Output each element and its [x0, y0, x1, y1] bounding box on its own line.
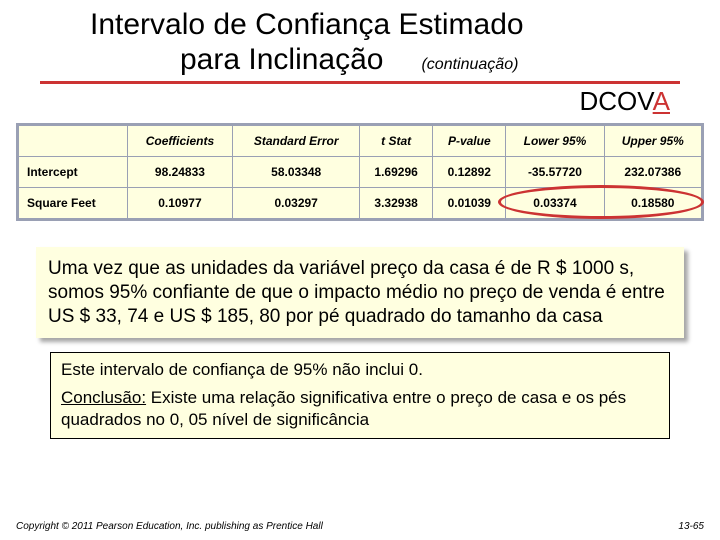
copyright-text: Copyright © 2011 Pearson Education, Inc.…	[16, 521, 323, 532]
separator-bar	[40, 81, 680, 84]
page-number: 13-65	[678, 521, 704, 532]
row-label: Intercept	[19, 157, 128, 188]
header-pvalue: P-value	[433, 126, 506, 157]
cell: 0.10977	[127, 188, 233, 219]
conclusion-box: Este intervalo de confiança de 95% não i…	[50, 352, 670, 438]
title-area: Intervalo de Confiança Estimado para Inc…	[0, 0, 720, 79]
cell: 232.07386	[604, 157, 701, 188]
cell: 0.01039	[433, 188, 506, 219]
table-header-row: Coefficients Standard Error t Stat P-val…	[19, 126, 702, 157]
table-row: Intercept 98.24833 58.03348 1.69296 0.12…	[19, 157, 702, 188]
stats-table-wrap: Coefficients Standard Error t Stat P-val…	[16, 123, 704, 221]
header-stderr: Standard Error	[233, 126, 360, 157]
cell: 3.32938	[360, 188, 433, 219]
conclusion-line-1: Este intervalo de confiança de 95% não i…	[61, 359, 659, 381]
dcova-suffix: A	[653, 86, 670, 116]
header-upper95: Upper 95%	[604, 126, 701, 157]
cell: 0.18580	[604, 188, 701, 219]
cell: 98.24833	[127, 157, 233, 188]
conclusion-text: Existe uma relação significativa entre o…	[61, 388, 626, 429]
conclusion-line-2: Conclusão: Existe uma relação significat…	[61, 387, 659, 431]
footer: Copyright © 2011 Pearson Education, Inc.…	[16, 521, 704, 532]
cell: 58.03348	[233, 157, 360, 188]
dcova-label: DCOVA	[0, 86, 720, 117]
cell: 1.69296	[360, 157, 433, 188]
conclusion-label: Conclusão:	[61, 388, 146, 407]
cell: 0.03297	[233, 188, 360, 219]
header-empty	[19, 126, 128, 157]
table-row: Square Feet 0.10977 0.03297 3.32938 0.01…	[19, 188, 702, 219]
title-line-1: Intervalo de Confiança Estimado	[90, 8, 680, 43]
cell: -35.57720	[506, 157, 604, 188]
dcova-prefix: DCOV	[579, 86, 652, 116]
row-label: Square Feet	[19, 188, 128, 219]
title-row-2: para Inclinação (continuação)	[90, 43, 680, 78]
explanation-paragraph: Uma vez que as unidades da variável preç…	[36, 247, 684, 338]
header-lower95: Lower 95%	[506, 126, 604, 157]
header-tstat: t Stat	[360, 126, 433, 157]
cell: 0.03374	[506, 188, 604, 219]
continuation-label: (continuação)	[421, 56, 518, 74]
cell: 0.12892	[433, 157, 506, 188]
header-coefficients: Coefficients	[127, 126, 233, 157]
title-line-2: para Inclinação	[90, 43, 383, 78]
stats-table: Coefficients Standard Error t Stat P-val…	[18, 125, 702, 219]
